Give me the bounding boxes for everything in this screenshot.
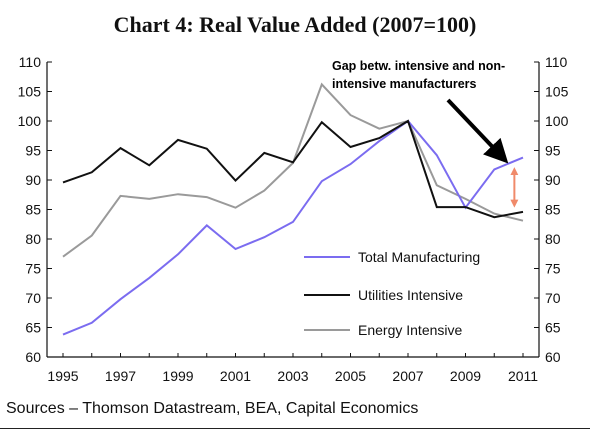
- chart-title: Chart 4: Real Value Added (2007=100): [113, 12, 477, 37]
- chart-axes: [46, 61, 540, 358]
- y-tick-label-left: 95: [25, 143, 41, 159]
- y-tick-label-left: 75: [25, 261, 41, 277]
- y-tick-label-right: 65: [545, 320, 561, 336]
- source-divider: [0, 428, 590, 429]
- y-tick-label-right: 110: [545, 54, 568, 70]
- y-tick-label-right: 60: [545, 349, 561, 365]
- y-tick-label-left: 105: [18, 84, 42, 100]
- y-tick-label-left: 110: [19, 54, 42, 70]
- source-note: Sources – Thomson Datastream, BEA, Capit…: [6, 400, 419, 417]
- y-tick-label-right: 95: [545, 143, 561, 159]
- annotation-text-line1: Gap betw. intensive and non-: [332, 59, 505, 73]
- legend-label-utilities-intensive: Utilities Intensive: [358, 287, 463, 303]
- x-tick-label: 2011: [508, 368, 538, 384]
- x-tick-label: 1999: [162, 368, 193, 384]
- annotation-arrow: [446, 98, 509, 164]
- x-tick-label: 2009: [450, 368, 481, 384]
- x-tick-label: 1997: [105, 368, 136, 384]
- x-tick-label: 2003: [277, 368, 308, 384]
- series-line-energy-intensive: [62, 82, 524, 258]
- series-lines: [62, 82, 524, 336]
- y-tick-label-right: 70: [545, 290, 561, 306]
- x-tick-label: 2005: [335, 368, 366, 384]
- annotation-text-line2: intensive manufacturers: [332, 77, 477, 91]
- legend: Total Manufacturing Utilities Intensive En…: [304, 249, 480, 338]
- y-tick-label-right: 90: [545, 172, 561, 188]
- y-tick-label-left: 65: [25, 320, 41, 336]
- y-tick-label-left: 60: [25, 349, 41, 365]
- y-tick-label-left: 90: [25, 172, 41, 188]
- annotation: Gap betw. intensive and non-intensive ma…: [332, 59, 519, 208]
- x-tick-label: 2007: [392, 368, 423, 384]
- x-tick-label: 2001: [220, 368, 251, 384]
- series-line-total-manufacturing: [62, 119, 524, 336]
- legend-label-energy-intensive: Energy Intensive: [358, 322, 462, 338]
- y-tick-label-right: 80: [545, 231, 561, 247]
- y-tick-label-right: 75: [545, 261, 561, 277]
- y-tick-label-left: 80: [25, 231, 41, 247]
- series-line-utilities-intensive: [62, 119, 524, 219]
- x-tick-label: 1995: [47, 368, 78, 384]
- y-tick-label-left: 70: [25, 290, 41, 306]
- y-tick-label-right: 100: [545, 113, 569, 129]
- y-tick-label-left: 100: [18, 113, 42, 129]
- y-tick-label-right: 85: [545, 202, 561, 218]
- legend-label-total-manufacturing: Total Manufacturing: [358, 249, 480, 265]
- y-tick-label-right: 105: [545, 84, 569, 100]
- y-tick-label-left: 85: [25, 202, 41, 218]
- tick-labels: 60 60 65 65 70 70 75 75 80 80 85 85 90 90 95 95 100 100 10…: [18, 54, 569, 384]
